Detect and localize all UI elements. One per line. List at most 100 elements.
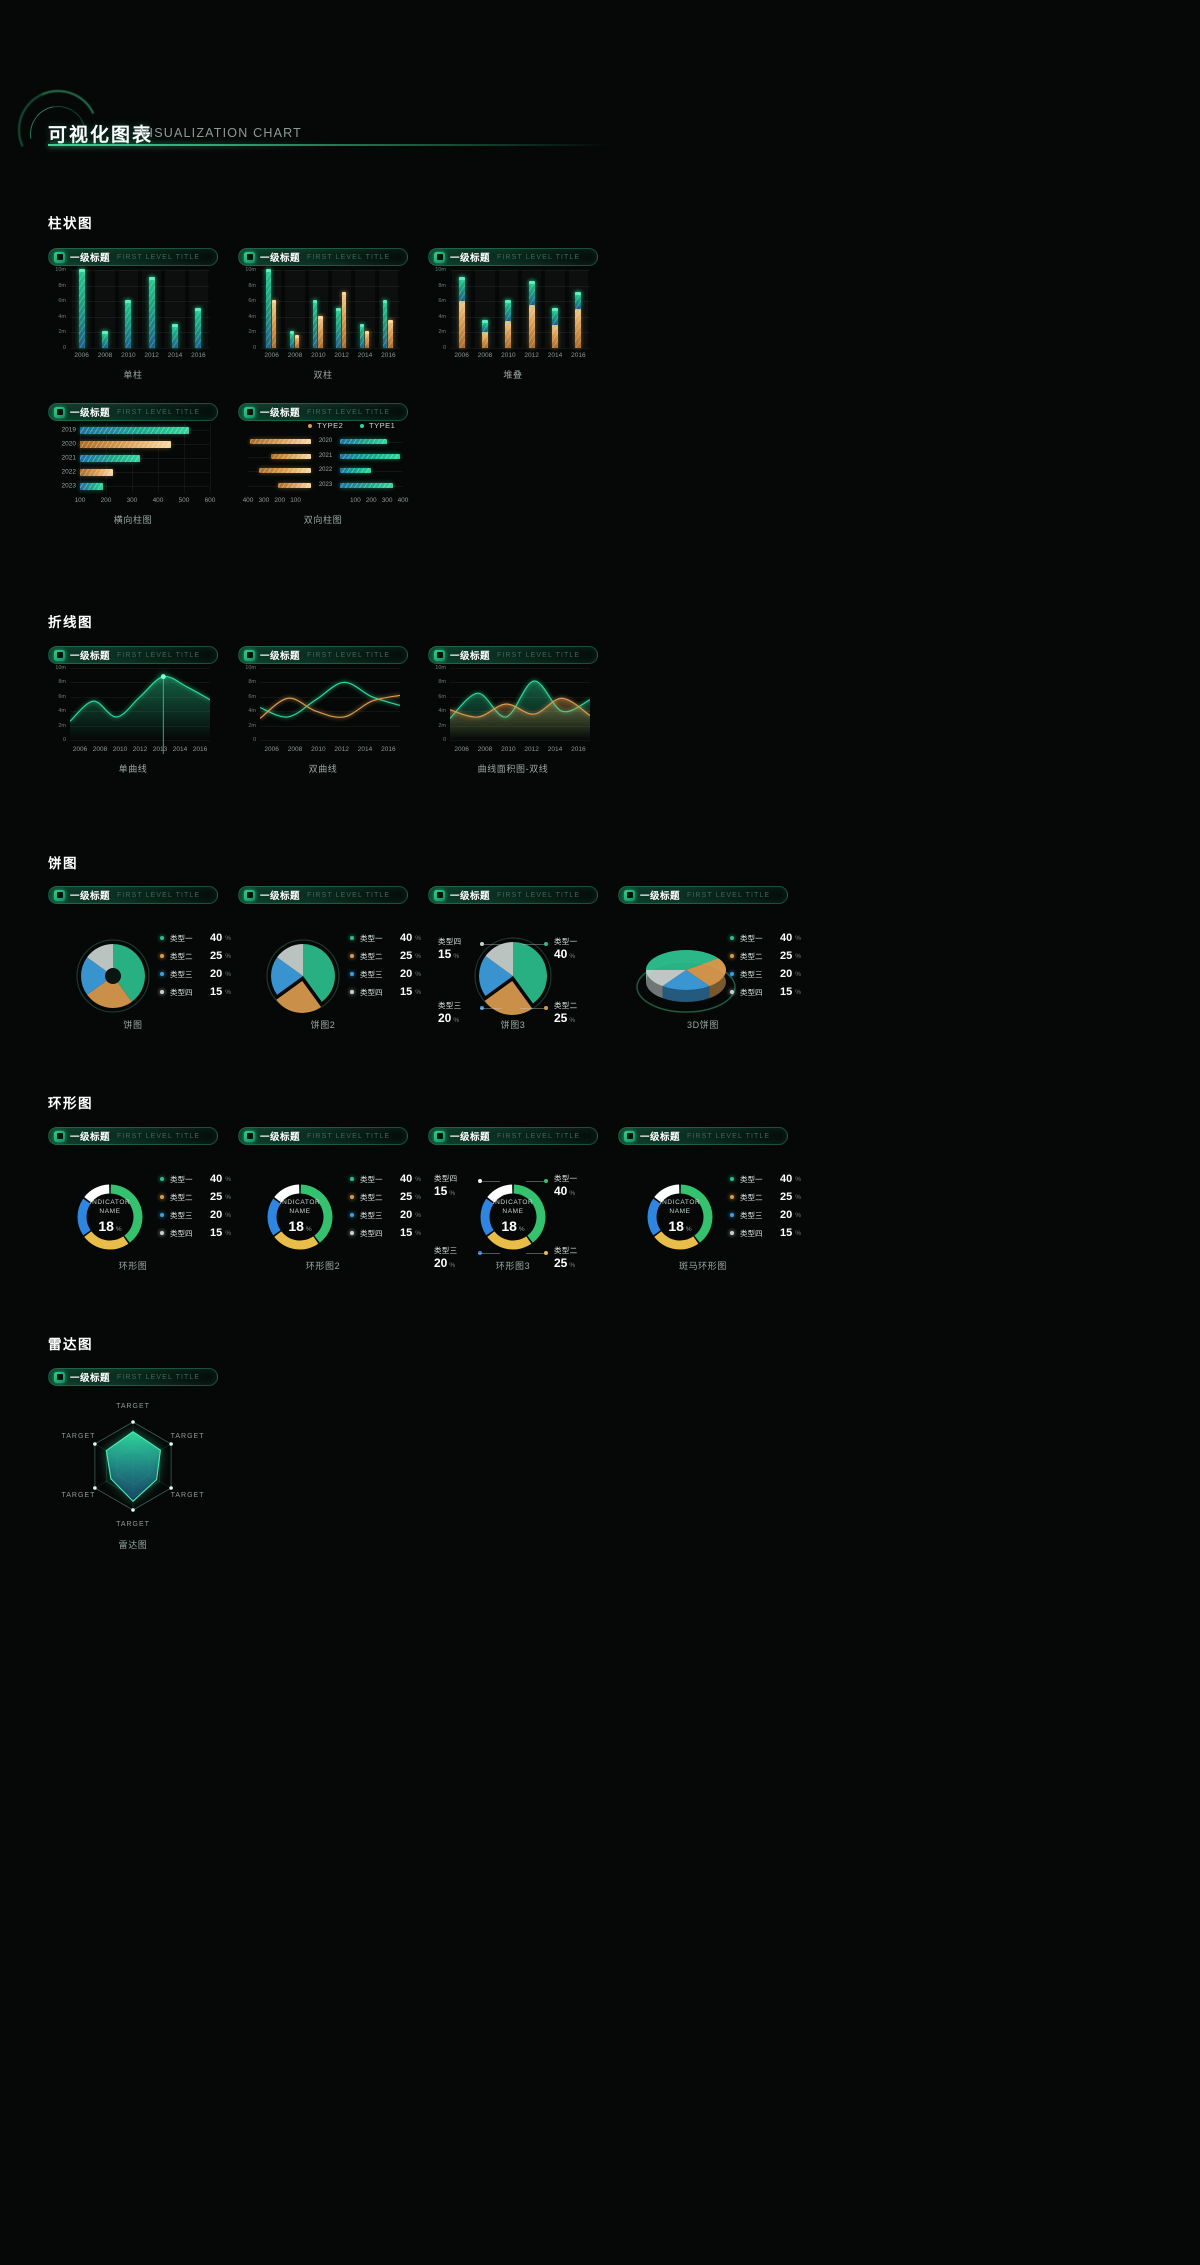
card-header[interactable]: 一级标题 FIRST LEVEL TITLE bbox=[48, 1368, 218, 1386]
legend-item[interactable]: 类型一 40% bbox=[730, 1173, 801, 1185]
hbar bbox=[80, 426, 190, 434]
donut-segment[interactable] bbox=[267, 1198, 281, 1236]
legend-item[interactable]: 类型四 15% bbox=[350, 1227, 421, 1239]
legend-item[interactable]: 类型一 40% bbox=[160, 932, 231, 944]
bar-cap bbox=[382, 300, 388, 304]
legend-item[interactable]: 类型二 25% bbox=[730, 1191, 801, 1203]
legend-item[interactable]: 类型一 40% bbox=[160, 1173, 231, 1185]
legend-item[interactable]: 类型二 25% bbox=[730, 950, 801, 962]
card-header[interactable]: 一级标题 FIRST LEVEL TITLE bbox=[48, 886, 218, 904]
legend-item[interactable]: 类型二 25% bbox=[350, 950, 421, 962]
donut-segment[interactable] bbox=[274, 1231, 319, 1250]
card-header[interactable]: 一级标题 FIRST LEVEL TITLE bbox=[238, 646, 408, 664]
pie-slice[interactable] bbox=[485, 942, 513, 976]
pie-slice[interactable] bbox=[271, 957, 303, 995]
legend-item[interactable]: 类型三 20% bbox=[350, 968, 421, 980]
donut-segment[interactable] bbox=[77, 1198, 91, 1236]
pie3d-slice[interactable] bbox=[646, 970, 686, 987]
legend-item[interactable]: 类型一 40% bbox=[350, 932, 421, 944]
card-title-en: FIRST LEVEL TITLE bbox=[497, 253, 581, 261]
card-header[interactable]: 一级标题 FIRST LEVEL TITLE bbox=[238, 403, 408, 421]
card-header[interactable]: 一级标题 FIRST LEVEL TITLE bbox=[238, 1127, 408, 1145]
card-header[interactable]: 一级标题 FIRST LEVEL TITLE bbox=[618, 1127, 788, 1145]
donut-segment[interactable] bbox=[654, 1231, 699, 1250]
legend-type2[interactable]: TYPE2 bbox=[308, 421, 343, 430]
legend-item[interactable]: 类型二 25% bbox=[350, 1191, 421, 1203]
gridline bbox=[70, 301, 210, 303]
pie-slice[interactable] bbox=[303, 944, 335, 1002]
pie-slice[interactable] bbox=[276, 980, 322, 1013]
donut-center-value-row: 18% bbox=[75, 1216, 145, 1236]
legend-item[interactable]: 类型二 25% bbox=[160, 1191, 231, 1203]
legend-dot bbox=[350, 990, 354, 994]
card-title-en: FIRST LEVEL TITLE bbox=[117, 891, 201, 899]
pie-center-hole bbox=[105, 968, 121, 984]
donut-segment[interactable] bbox=[84, 1184, 110, 1203]
legend-item[interactable]: 类型四 15% bbox=[730, 986, 801, 998]
donut-segment[interactable] bbox=[513, 1184, 546, 1243]
donut-segment[interactable] bbox=[274, 1184, 300, 1203]
card-header[interactable]: 一级标题 FIRST LEVEL TITLE bbox=[48, 248, 218, 266]
pie-slice[interactable] bbox=[87, 944, 113, 976]
x-axis-tick: 2014 bbox=[172, 746, 188, 753]
donut-segment[interactable] bbox=[480, 1198, 494, 1236]
legend-item[interactable]: 类型三 20% bbox=[730, 968, 801, 980]
card-header[interactable]: 一级标题 FIRST LEVEL TITLE bbox=[428, 886, 598, 904]
callout-dot bbox=[480, 1006, 484, 1010]
gridline bbox=[260, 285, 400, 287]
legend-item[interactable]: 类型四 15% bbox=[730, 1227, 801, 1239]
card-header[interactable]: 一级标题 FIRST LEVEL TITLE bbox=[428, 646, 598, 664]
legend-item[interactable]: 类型一 40% bbox=[350, 1173, 421, 1185]
pie-slice[interactable] bbox=[113, 944, 145, 1002]
legend-item[interactable]: 类型三 20% bbox=[160, 968, 231, 980]
card-header[interactable]: 一级标题 FIRST LEVEL TITLE bbox=[618, 886, 788, 904]
pie-slice[interactable] bbox=[513, 942, 547, 1004]
legend-type1[interactable]: TYPE1 bbox=[360, 421, 395, 430]
card-header[interactable]: 一级标题 FIRST LEVEL TITLE bbox=[428, 248, 598, 266]
donut-segment[interactable] bbox=[300, 1184, 333, 1243]
pie3d-slice[interactable] bbox=[646, 950, 719, 970]
callout-unit: % bbox=[453, 953, 460, 960]
legend-label: TYPE1 bbox=[369, 421, 396, 430]
card-header[interactable]: 一级标题 FIRST LEVEL TITLE bbox=[48, 403, 218, 421]
legend-value: 20 bbox=[780, 968, 793, 980]
donut-segment[interactable] bbox=[110, 1184, 143, 1243]
card-header[interactable]: 一级标题 FIRST LEVEL TITLE bbox=[238, 248, 408, 266]
legend-item[interactable]: 类型二 25% bbox=[160, 950, 231, 962]
pie-slice[interactable] bbox=[479, 956, 513, 996]
card-header[interactable]: 一级标题 FIRST LEVEL TITLE bbox=[48, 646, 218, 664]
pie3d-slice[interactable] bbox=[662, 970, 710, 990]
donut-segment[interactable] bbox=[680, 1184, 713, 1243]
donut-center-label: INDICATOR NAME 18% bbox=[265, 1198, 335, 1236]
bar-cap bbox=[458, 276, 465, 280]
card-header[interactable]: 一级标题 FIRST LEVEL TITLE bbox=[48, 1127, 218, 1145]
legend-item[interactable]: 类型四 15% bbox=[350, 986, 421, 998]
legend-unit: % bbox=[795, 1229, 802, 1237]
pie-slice[interactable] bbox=[277, 944, 303, 976]
donut-center-unit: % bbox=[115, 1226, 122, 1233]
legend-value: 40 bbox=[400, 932, 413, 944]
legend-item[interactable]: 类型四 15% bbox=[160, 986, 231, 998]
donut-segment[interactable] bbox=[647, 1198, 661, 1236]
legend-item[interactable]: 类型三 20% bbox=[160, 1209, 231, 1221]
pie-slice[interactable] bbox=[81, 957, 113, 995]
donut-segment[interactable] bbox=[487, 1231, 532, 1250]
vgridline bbox=[184, 423, 185, 493]
pie-slice[interactable] bbox=[87, 976, 132, 1008]
pie-slice[interactable] bbox=[484, 980, 533, 1015]
legend-item[interactable]: 类型三 20% bbox=[730, 1209, 801, 1221]
legend-value: 20 bbox=[400, 1209, 413, 1221]
donut-segment[interactable] bbox=[487, 1184, 513, 1203]
legend-item[interactable]: 类型四 15% bbox=[160, 1227, 231, 1239]
legend-item[interactable]: 类型三 20% bbox=[350, 1209, 421, 1221]
donut-segment[interactable] bbox=[654, 1184, 680, 1203]
card-header[interactable]: 一级标题 FIRST LEVEL TITLE bbox=[428, 1127, 598, 1145]
legend-label: 类型四 bbox=[170, 987, 193, 997]
hbar-stripes bbox=[278, 482, 312, 488]
pie3d-slice[interactable] bbox=[686, 958, 726, 987]
gridline bbox=[260, 711, 400, 713]
legend-item[interactable]: 类型一 40% bbox=[730, 932, 801, 944]
card-header[interactable]: 一级标题 FIRST LEVEL TITLE bbox=[238, 886, 408, 904]
donut-segment[interactable] bbox=[84, 1231, 129, 1250]
hbar-stripes bbox=[339, 453, 400, 459]
